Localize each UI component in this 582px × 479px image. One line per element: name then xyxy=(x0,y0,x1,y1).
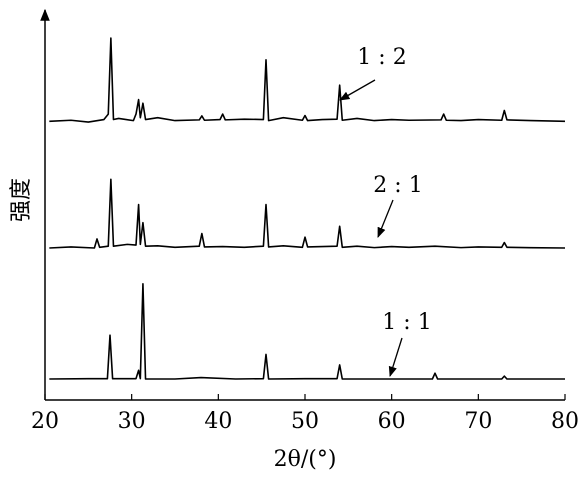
series-label: 1 : 2 xyxy=(357,45,406,70)
series-label: 1 : 1 xyxy=(382,310,431,335)
annotation-arrow xyxy=(339,79,376,101)
x-tick-label: 20 xyxy=(31,409,59,434)
annotation-arrow xyxy=(388,337,403,377)
x-tick-label: 80 xyxy=(551,409,579,434)
x-tick-label: 50 xyxy=(291,409,319,434)
x-axis-label: 2θ/(°) xyxy=(274,447,337,472)
series-line xyxy=(49,283,565,380)
x-tick-label: 40 xyxy=(204,409,232,434)
x-tick-label: 70 xyxy=(464,409,492,434)
x-tick-label: 30 xyxy=(118,409,146,434)
y-axis-label: 强度 xyxy=(9,178,34,222)
series-line xyxy=(49,178,566,249)
series-line xyxy=(49,37,566,123)
x-tick-label: 60 xyxy=(378,409,406,434)
series-label: 2 : 1 xyxy=(373,173,422,198)
annotation-arrow xyxy=(377,199,394,238)
